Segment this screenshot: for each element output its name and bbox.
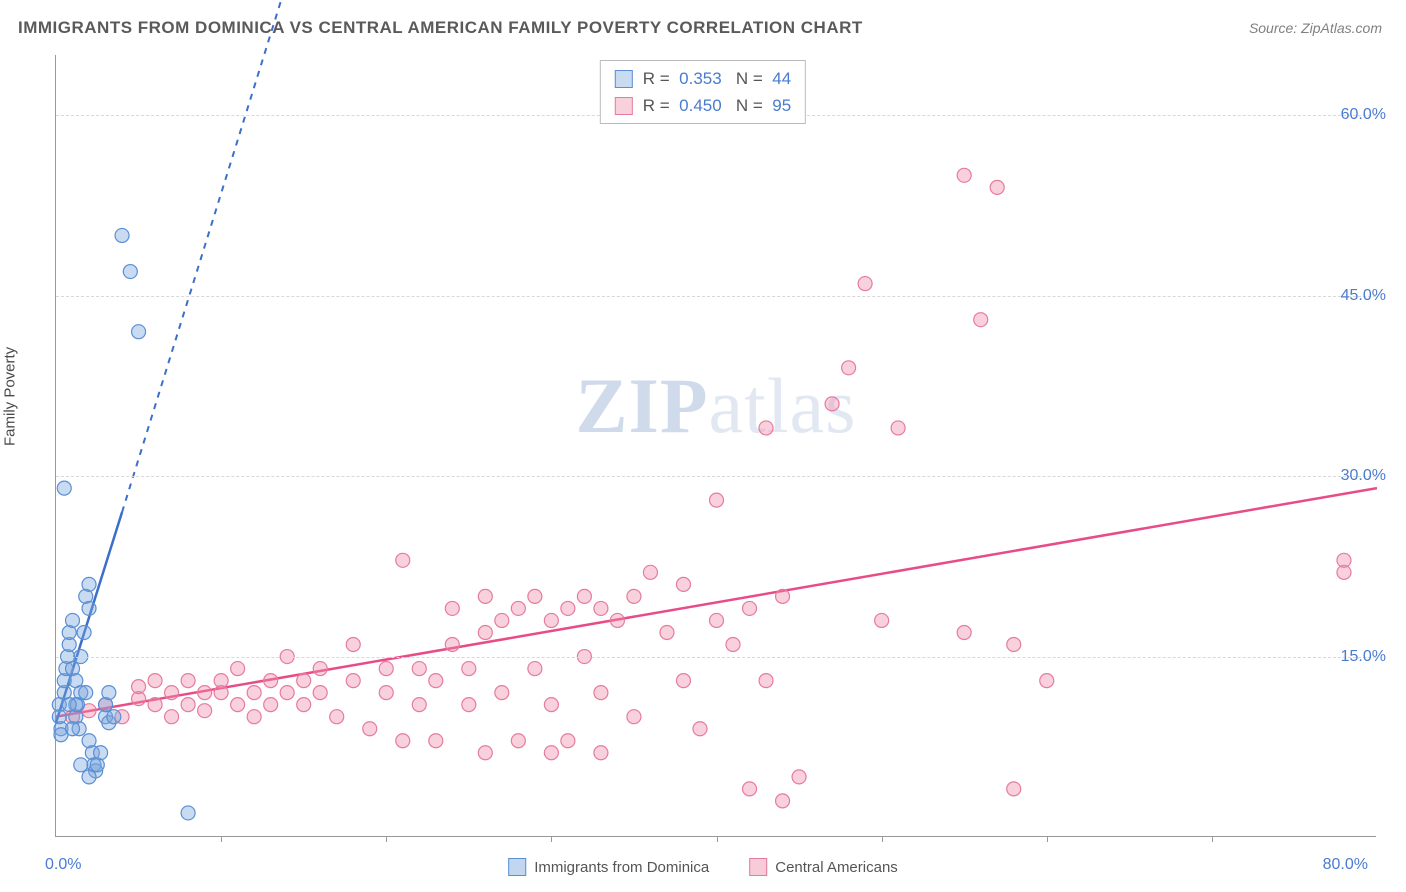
x-tick [1212, 836, 1213, 842]
y-tick-label: 15.0% [1341, 648, 1386, 666]
correlation-text: R = 0.353 N = 44 [643, 65, 791, 92]
legend-swatch [615, 97, 633, 115]
series-legend: Immigrants from Dominica Central American… [508, 858, 898, 876]
gridline [56, 657, 1376, 658]
legend-label: Central Americans [775, 859, 898, 876]
x-tick [551, 836, 552, 842]
legend-label: Immigrants from Dominica [534, 859, 709, 876]
y-tick-label: 45.0% [1341, 287, 1386, 305]
chart-plot-area: ZIPatlas [55, 55, 1376, 837]
x-tick [1047, 836, 1048, 842]
y-axis-label: Family Poverty [2, 347, 19, 446]
y-tick-label: 60.0% [1341, 106, 1386, 124]
legend-item: Central Americans [749, 858, 898, 876]
correlation-text: R = 0.450 N = 95 [643, 92, 791, 119]
legend-swatch [749, 858, 767, 876]
correlation-row: R = 0.353 N = 44 [615, 65, 791, 92]
x-tick [221, 836, 222, 842]
x-tick [882, 836, 883, 842]
correlation-legend: R = 0.353 N = 44R = 0.450 N = 95 [600, 60, 806, 124]
legend-item: Immigrants from Dominica [508, 858, 709, 876]
x-tick [386, 836, 387, 842]
correlation-row: R = 0.450 N = 95 [615, 92, 791, 119]
x-axis-min-label: 0.0% [45, 856, 81, 874]
y-tick-label: 30.0% [1341, 467, 1386, 485]
gridline [56, 476, 1376, 477]
x-tick [717, 836, 718, 842]
legend-swatch [615, 70, 633, 88]
gridline [56, 296, 1376, 297]
scatter-svg [56, 55, 1377, 837]
x-axis-max-label: 80.0% [1323, 856, 1368, 874]
chart-title: IMMIGRANTS FROM DOMINICA VS CENTRAL AMER… [18, 18, 863, 38]
source-attribution: Source: ZipAtlas.com [1249, 20, 1382, 36]
legend-swatch [508, 858, 526, 876]
